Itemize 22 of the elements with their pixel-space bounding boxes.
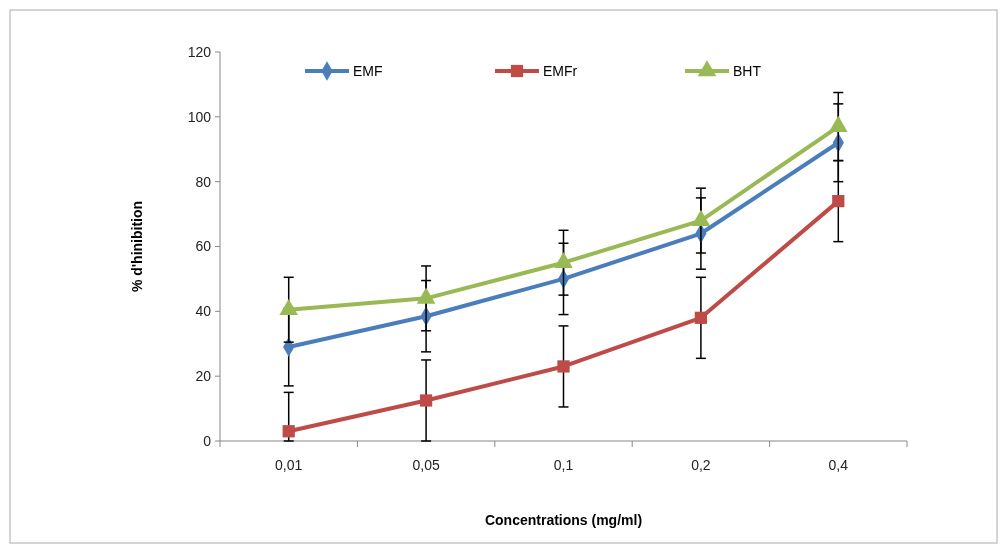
x-tick-label: 0,4 (828, 457, 849, 473)
y-tick-label: 0 (203, 432, 212, 449)
y-tick-label: 120 (187, 43, 212, 60)
x-tick-label: 0,05 (412, 457, 440, 473)
point (832, 194, 845, 208)
x-tick-label: 0,2 (691, 457, 711, 473)
x-tick-label: 0,01 (275, 457, 303, 473)
y-tick-label: 20 (195, 368, 212, 385)
legend-label: EMFr (543, 62, 578, 79)
x-axis-title: Concentrations (mg/ml) (484, 512, 643, 528)
x-tick-label: 0,1 (553, 457, 574, 473)
legend-label: BHT (733, 62, 762, 79)
y-tick-label: 40 (195, 303, 212, 320)
point (419, 394, 433, 407)
point (557, 360, 570, 373)
y-axis-title: % d'hinibition (129, 200, 145, 293)
y-tick-label: 80 (195, 173, 212, 190)
legend-label: EMF (353, 62, 383, 79)
y-tick-label: 100 (187, 108, 212, 125)
point (282, 425, 295, 438)
y-tick-label: 60 (195, 238, 212, 255)
point (694, 311, 708, 324)
